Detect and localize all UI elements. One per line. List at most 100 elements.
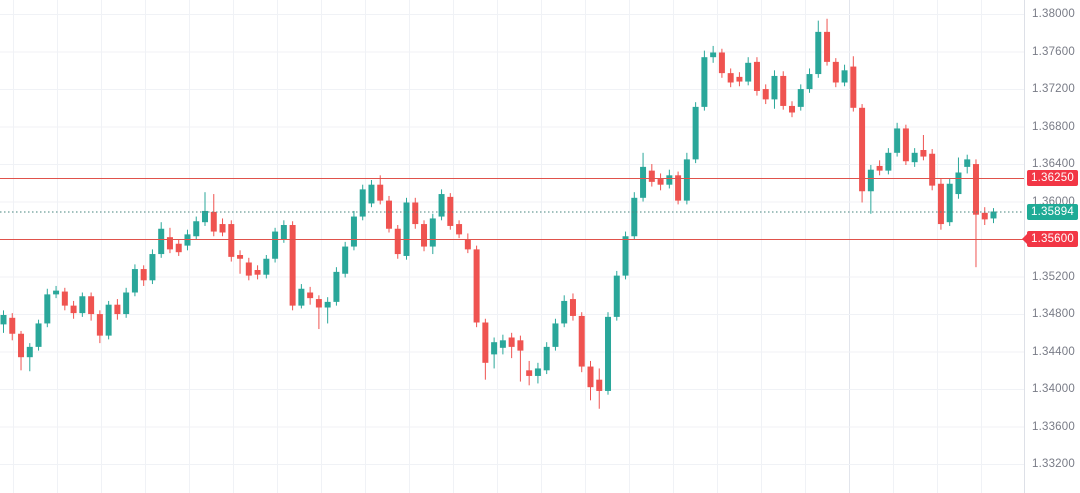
candle-up [552, 318, 559, 351]
candle-down [114, 299, 121, 320]
candle-down [902, 124, 909, 165]
candle-up [403, 197, 410, 260]
candle-down [517, 335, 524, 382]
left-arrow-icon [1022, 234, 1027, 245]
candle-up [946, 179, 953, 226]
candle-up [53, 285, 60, 299]
candle-up [885, 148, 892, 175]
candle-down [61, 287, 68, 311]
candle-down [981, 207, 988, 225]
candle-down [859, 104, 866, 203]
candle-down [727, 68, 734, 88]
candle-up [534, 362, 541, 384]
candle-up [272, 227, 279, 263]
candle-down [315, 295, 322, 330]
candle-up [368, 180, 375, 208]
candle-up [990, 208, 997, 224]
resistance-price-label: 1.36250 [1031, 172, 1074, 185]
axis-tick-label: 1.37200 [1032, 83, 1075, 96]
candle-down [850, 56, 857, 112]
candle-up [745, 57, 752, 86]
candle-down [929, 149, 936, 191]
axis-tick-label: 1.34000 [1032, 383, 1075, 396]
candle-down [920, 135, 927, 161]
candle-up [0, 310, 7, 333]
candle-up [710, 45, 717, 63]
candle-down [254, 265, 261, 280]
candle-up [499, 334, 506, 355]
candle-up [123, 287, 130, 318]
candle-down [526, 360, 533, 386]
candle-up [867, 165, 874, 214]
candle-up [26, 343, 33, 372]
candle-up [342, 241, 349, 278]
candle-up [359, 184, 366, 221]
candle-up [263, 255, 270, 279]
candle-up [771, 70, 778, 109]
support-price-badge[interactable]: 1.35600 [1022, 231, 1078, 248]
candle-down [596, 368, 603, 409]
candle-up [622, 231, 629, 280]
candle-down [972, 159, 979, 268]
axis-tick-label: 1.37600 [1032, 45, 1075, 58]
axis-tick-label: 1.34800 [1032, 308, 1075, 321]
candle-up [911, 148, 918, 167]
candle-down [377, 175, 384, 205]
candle-down [289, 221, 296, 311]
candle-down [385, 195, 392, 233]
candle-up [701, 50, 708, 111]
candle-up [640, 152, 647, 202]
axis-tick-label: 1.36800 [1032, 120, 1075, 133]
candle-down [648, 164, 655, 187]
candle-down [456, 220, 463, 239]
candle-up [613, 270, 620, 321]
candle-down [824, 18, 831, 66]
candle-up [841, 64, 848, 87]
candle-up [298, 284, 305, 309]
candle-down [508, 332, 515, 359]
candle-up [35, 319, 42, 351]
candle-down [210, 194, 217, 237]
candle-down [307, 286, 314, 305]
candle-down [788, 101, 795, 118]
candle-up [631, 192, 638, 240]
candle-down [753, 57, 760, 96]
candle-down [464, 233, 471, 254]
candle-down [9, 313, 16, 341]
candle-down [412, 197, 419, 229]
axis-tick-label: 1.38000 [1032, 8, 1075, 21]
candle-down [421, 220, 428, 252]
candle-down [166, 227, 173, 254]
candle-down [718, 48, 725, 78]
support-price-label: 1.35600 [1031, 233, 1074, 246]
candle-up [44, 288, 51, 328]
candle-down [237, 250, 244, 274]
candle-up [193, 216, 200, 240]
candle-up [797, 84, 804, 111]
candle-down [569, 293, 576, 321]
current-price-badge: 1.35894 [1027, 203, 1078, 220]
candlestick-chart-surface[interactable] [0, 0, 1024, 493]
resistance-price-badge[interactable]: 1.36250 [1027, 170, 1078, 187]
candle-up [894, 122, 901, 157]
candle-down [140, 265, 147, 286]
candle-down [762, 84, 769, 105]
candle-up [429, 213, 436, 255]
candle-up [131, 264, 138, 297]
candle-down [245, 257, 252, 281]
candle-up [815, 20, 822, 78]
candle-up [806, 68, 813, 93]
candle-down [473, 245, 480, 328]
candle-up [324, 297, 331, 324]
axis-tick-label: 1.34400 [1032, 345, 1075, 358]
axis-tick-label: 1.36400 [1032, 158, 1075, 171]
current-price-label: 1.35894 [1031, 205, 1074, 218]
candle-down [832, 58, 839, 88]
candle-up [333, 267, 340, 306]
candle-up [543, 342, 550, 375]
axis-tick-label: 1.33600 [1032, 420, 1075, 433]
candle-down [736, 72, 743, 87]
price-axis[interactable]: 1.33200 1.33600 1.34000 1.34400 1.34800 1.352… [1022, 0, 1080, 493]
candle-up [561, 295, 568, 328]
